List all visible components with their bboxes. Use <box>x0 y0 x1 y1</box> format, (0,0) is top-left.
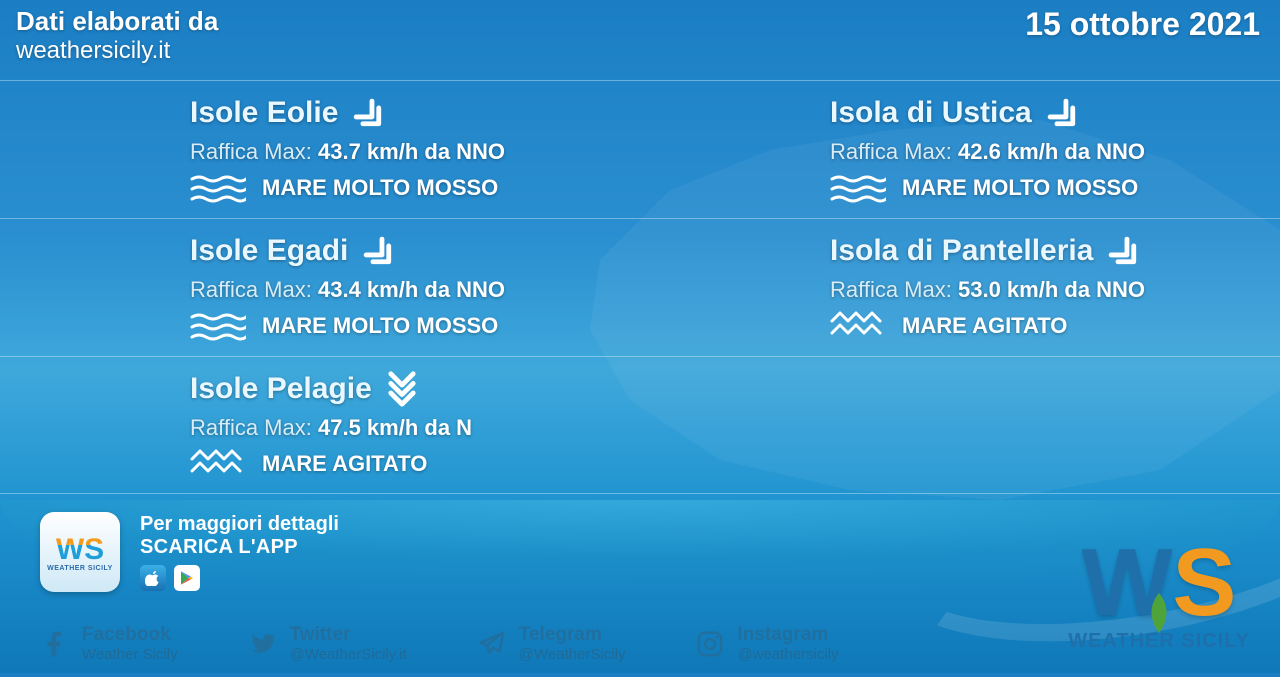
brand-logo: W S WEATHER SICILY <box>1068 528 1250 653</box>
forecast-cell <box>640 357 1280 493</box>
forecast-row: Isole Eolie Raffica Max: 43.7 km/h da NN… <box>0 80 1280 218</box>
sea-state-icon <box>830 173 886 203</box>
app-download-text: Per maggiori dettagli SCARICA L'APP <box>140 513 339 591</box>
social-name: Telegram <box>519 624 626 646</box>
sea-state-text: MARE MOLTO MOSSO <box>262 175 498 201</box>
twitter-icon <box>248 629 278 659</box>
gust-line: Raffica Max: 43.4 km/h da NNO <box>190 277 640 303</box>
sea-line: MARE MOLTO MOSSO <box>830 173 1280 203</box>
instagram-icon <box>695 629 725 659</box>
gust-label: Raffica Max: <box>190 277 312 302</box>
forecast-cell: Isola di Pantelleria Raffica Max: 53.0 k… <box>640 219 1280 356</box>
location-name: Isola di Ustica <box>830 96 1032 130</box>
sea-state-icon <box>190 311 246 341</box>
sea-line: MARE AGITATO <box>830 311 1280 341</box>
app-logo-text: WS <box>56 533 104 567</box>
sea-state-text: MARE AGITATO <box>902 313 1067 339</box>
social-telegram[interactable]: Telegram @WeatherSicily <box>477 624 626 663</box>
playstore-icon[interactable] <box>174 565 200 591</box>
social-name: Facebook <box>82 624 178 646</box>
social-twitter[interactable]: Twitter @WeatherSicily.it <box>248 624 407 663</box>
social-handle: @WeatherSicily <box>519 646 626 663</box>
forecast-grid: Isole Eolie Raffica Max: 43.7 km/h da NN… <box>0 80 1280 494</box>
gust-label: Raffica Max: <box>830 277 952 302</box>
social-links: Facebook Weather Sicily Twitter @Weather… <box>40 624 1000 663</box>
gust-value: 43.4 km/h da NNO <box>318 277 505 302</box>
header-source: Dati elaborati da weathersicily.it <box>16 6 218 65</box>
sea-state-text: MARE AGITATO <box>262 451 427 477</box>
sea-line: MARE MOLTO MOSSO <box>190 173 640 203</box>
telegram-icon <box>477 629 507 659</box>
app-logo-subtext: WEATHER SICILY <box>47 565 113 572</box>
forecast-row: Isole Egadi Raffica Max: 43.4 km/h da NN… <box>0 218 1280 356</box>
location-name: Isola di Pantelleria <box>830 234 1093 268</box>
gust-line: Raffica Max: 42.6 km/h da NNO <box>830 139 1280 165</box>
social-text: Facebook Weather Sicily <box>82 624 178 663</box>
gust-label: Raffica Max: <box>190 415 312 440</box>
gust-label: Raffica Max: <box>830 139 952 164</box>
location-title: Isole Eolie <box>190 93 640 133</box>
wind-direction-icon <box>1107 231 1147 271</box>
location-title: Isola di Ustica <box>830 93 1280 133</box>
gust-label: Raffica Max: <box>190 139 312 164</box>
gust-value: 42.6 km/h da NNO <box>958 139 1145 164</box>
source-label: Dati elaborati da <box>16 6 218 37</box>
forecast-cell: Isole Eolie Raffica Max: 43.7 km/h da NN… <box>0 81 640 218</box>
wind-direction-icon <box>386 369 426 409</box>
gust-value: 53.0 km/h da NNO <box>958 277 1145 302</box>
forecast-cell: Isole Pelagie Raffica Max: 47.5 km/h da … <box>0 357 640 493</box>
facebook-icon <box>40 629 70 659</box>
header-date: 15 ottobre 2021 <box>1025 6 1260 43</box>
social-handle: Weather Sicily <box>82 646 178 663</box>
social-facebook[interactable]: Facebook Weather Sicily <box>40 624 178 663</box>
wind-direction-icon <box>1046 93 1086 133</box>
sea-state-text: MARE MOLTO MOSSO <box>902 175 1138 201</box>
sea-line: MARE MOLTO MOSSO <box>190 311 640 341</box>
source-site: weathersicily.it <box>16 37 218 65</box>
app-line1: Per maggiori dettagli <box>140 513 339 536</box>
social-instagram[interactable]: Instagram @weathersicily <box>695 624 838 663</box>
sea-state-icon <box>830 311 886 341</box>
gust-value: 43.7 km/h da NNO <box>318 139 505 164</box>
location-title: Isola di Pantelleria <box>830 231 1280 271</box>
sea-state-icon <box>190 173 246 203</box>
sea-state-icon <box>190 449 246 479</box>
app-logo-icon: WS WEATHER SICILY <box>40 512 120 592</box>
social-name: Instagram <box>737 624 838 646</box>
sea-line: MARE AGITATO <box>190 449 640 479</box>
brand-leaf-icon <box>1145 546 1173 656</box>
app-line2: SCARICA L'APP <box>140 536 339 559</box>
location-name: Isole Egadi <box>190 234 348 268</box>
gust-value: 47.5 km/h da N <box>318 415 472 440</box>
wind-direction-icon <box>362 231 402 271</box>
social-handle: @WeatherSicily.it <box>290 646 407 663</box>
wind-direction-icon <box>352 93 392 133</box>
social-name: Twitter <box>290 624 407 646</box>
location-name: Isole Pelagie <box>190 372 372 406</box>
location-name: Isole Eolie <box>190 96 338 130</box>
location-title: Isole Pelagie <box>190 369 640 409</box>
brand-letter-s: S <box>1172 528 1236 638</box>
forecast-cell: Isola di Ustica Raffica Max: 42.6 km/h d… <box>640 81 1280 218</box>
social-text: Telegram @WeatherSicily <box>519 624 626 663</box>
header: Dati elaborati da weathersicily.it 15 ot… <box>16 6 1260 65</box>
social-text: Instagram @weathersicily <box>737 624 838 663</box>
location-title: Isole Egadi <box>190 231 640 271</box>
gust-line: Raffica Max: 53.0 km/h da NNO <box>830 277 1280 303</box>
social-text: Twitter @WeatherSicily.it <box>290 624 407 663</box>
gust-line: Raffica Max: 43.7 km/h da NNO <box>190 139 640 165</box>
gust-line: Raffica Max: 47.5 km/h da N <box>190 415 640 441</box>
app-download-bar: WS WEATHER SICILY Per maggiori dettagli … <box>40 512 339 592</box>
social-handle: @weathersicily <box>737 646 838 663</box>
forecast-cell: Isole Egadi Raffica Max: 43.4 km/h da NN… <box>0 219 640 356</box>
forecast-row: Isole Pelagie Raffica Max: 47.5 km/h da … <box>0 356 1280 494</box>
appstore-icon[interactable] <box>140 565 166 591</box>
sea-state-text: MARE MOLTO MOSSO <box>262 313 498 339</box>
